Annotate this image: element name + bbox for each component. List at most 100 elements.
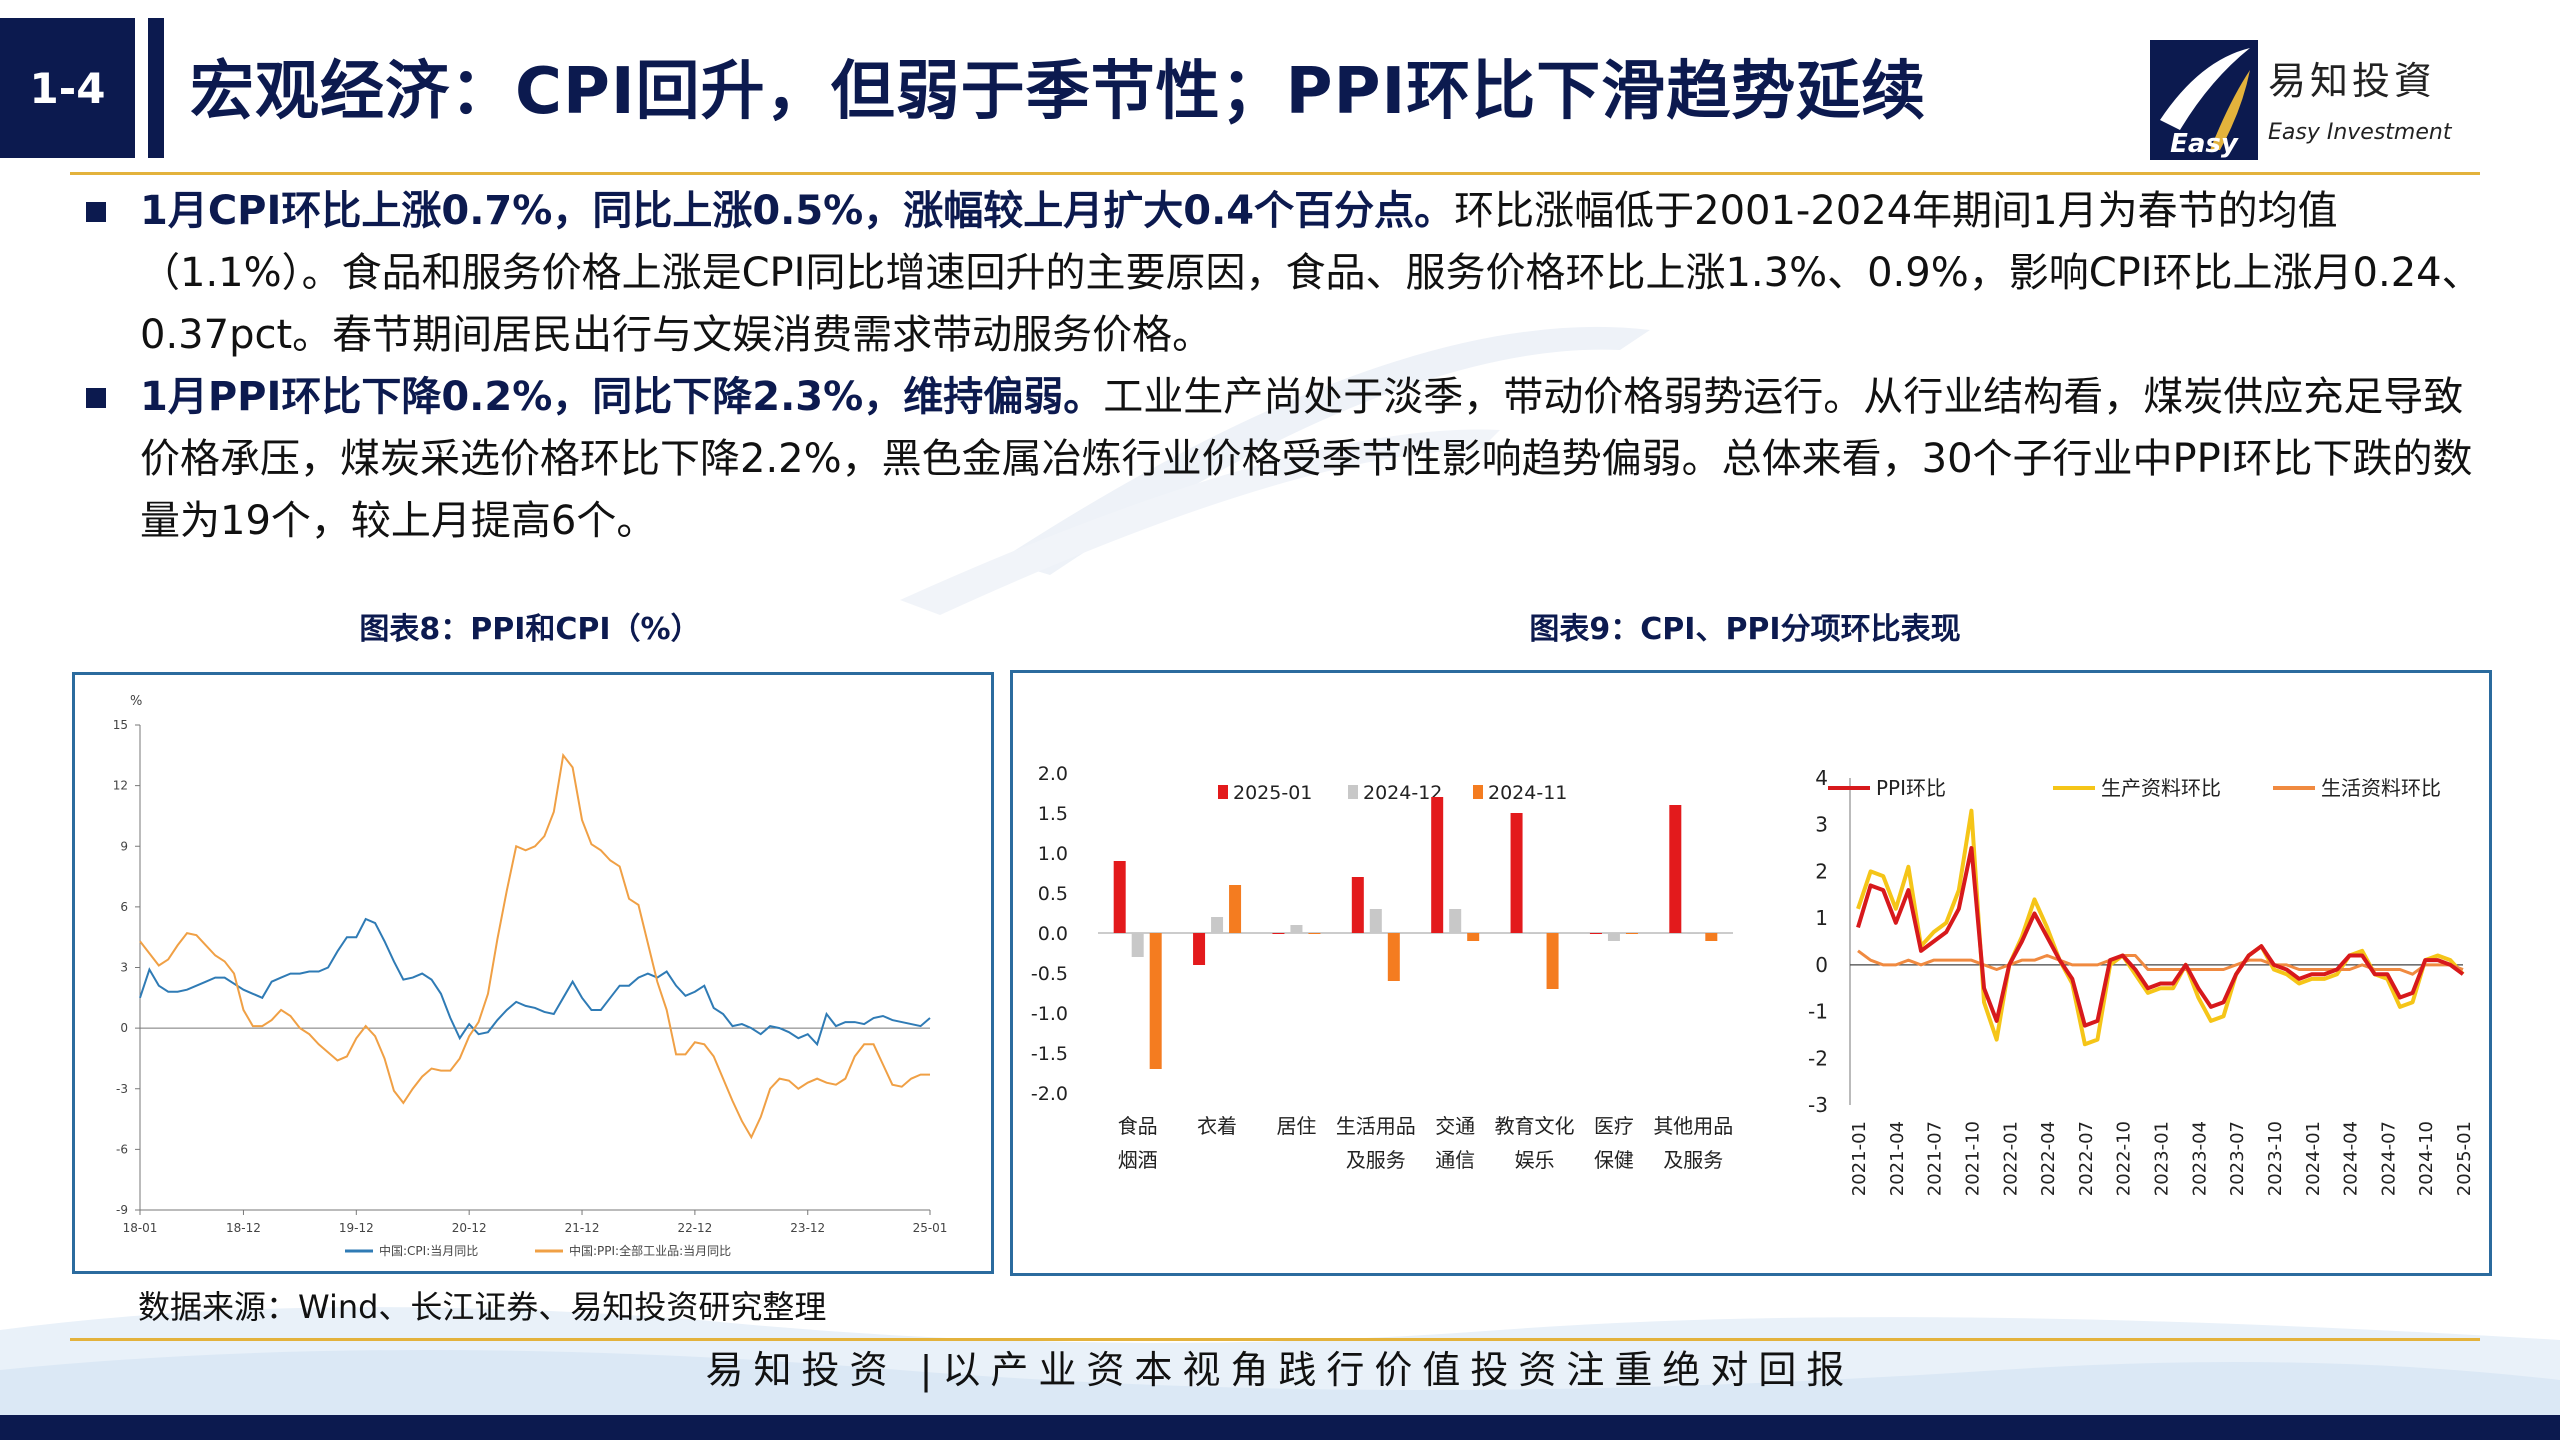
x-tick-label: 18-01 <box>123 1221 158 1235</box>
logo-mark: Easy <box>2150 40 2258 160</box>
y-tick-label: -3 <box>1808 1093 1828 1117</box>
bar-2024-12 <box>1687 933 1700 934</box>
x-tick-label: 2021-04 <box>1887 1121 1908 1196</box>
bar-2024-11 <box>1625 933 1638 934</box>
legend-label: 中国:PPI:全部工业品:当月同比 <box>569 1243 731 1258</box>
x-tick-label: 2022-07 <box>2076 1121 2097 1196</box>
x-category-label: 居住 <box>1276 1114 1316 1138</box>
legend-swatch <box>1218 785 1228 799</box>
y-tick-label: 2.0 <box>1038 763 1068 785</box>
bar-2024-11 <box>1149 933 1162 1069</box>
y-unit-label: % <box>130 694 142 709</box>
y-tick-label: -2.0 <box>1031 1083 1068 1105</box>
bar-2025-01 <box>1113 861 1126 933</box>
section-number-badge: 1-4 <box>0 18 135 158</box>
bar-2025-01 <box>1272 933 1285 934</box>
y-tick-label: 3 <box>1815 813 1828 837</box>
x-category-label: 食品 <box>1118 1114 1158 1138</box>
svg-text:Easy: Easy <box>2170 129 2239 159</box>
bullet-square-icon <box>86 388 106 408</box>
y-tick-label: -0.5 <box>1031 963 1068 985</box>
x-tick-label: 2021-01 <box>1849 1121 1870 1196</box>
bar-2024-12 <box>1528 933 1541 934</box>
bullet-ppi-highlight: 1月PPI环比下降0.2%，同比下降2.3%，维持偏弱。 <box>140 374 1104 420</box>
y-tick-label: 12 <box>113 779 128 793</box>
header-divider <box>70 172 2480 175</box>
y-tick-label: 3 <box>120 961 128 975</box>
x-tick-label: 2021-07 <box>1925 1121 1946 1196</box>
x-tick-label: 19-12 <box>339 1221 374 1235</box>
y-tick-label: -6 <box>116 1142 128 1156</box>
legend-label: 2025-01 <box>1233 782 1312 804</box>
y-tick-label: 6 <box>120 900 128 914</box>
x-category-label: 医疗 <box>1594 1114 1634 1138</box>
bar-2024-12 <box>1369 909 1382 933</box>
y-tick-label: 4 <box>1815 766 1828 790</box>
company-logo: Easy 易知投資 Easy Investment <box>2150 40 2480 160</box>
bar-2025-01 <box>1351 877 1364 933</box>
bullet-cpi: 1月CPI环比上涨0.7%，同比上涨0.5%，涨幅较上月扩大0.4个百分点。环比… <box>80 180 2490 366</box>
x-tick-label: 2024-04 <box>2341 1121 2362 1196</box>
bar-2025-01 <box>1431 797 1444 933</box>
y-tick-label: 0.5 <box>1038 883 1068 905</box>
bullet-ppi-text: 工业生产尚处于淡季，带动价格弱势运行。从行业结构看，煤炭供应充足导致价格承压，煤… <box>140 374 2473 544</box>
bar-2025-01 <box>1193 933 1206 965</box>
chart8-panel: % -9 -6 -3 0 3 6 9 12 15 18-01 18-12 19-12 20-12 21-12… <box>72 672 994 1274</box>
legend-label: 生活资料环比 <box>2321 776 2441 800</box>
logo-chinese-name: 易知投資 <box>2268 59 2437 103</box>
bar-2025-01 <box>1589 933 1602 934</box>
y-tick-label: -1 <box>1808 1000 1828 1024</box>
data-source: 数据来源：Wind、长江证券、易知投资研究整理 <box>138 1288 827 1326</box>
x-tick-label: 2022-10 <box>2114 1121 2135 1196</box>
bullet-cpi-text: 环比涨幅低于2001-2024年期间1月为春节的均值（1.1%）。食品和服务价格… <box>140 188 2482 358</box>
x-category-label: 烟酒 <box>1118 1148 1158 1172</box>
y-tick-label: -9 <box>116 1203 128 1217</box>
y-tick-label: -3 <box>116 1082 128 1096</box>
bar-2024-12 <box>1449 909 1462 933</box>
y-tick-label: 2 <box>1815 859 1828 883</box>
chart9-panel: 2.0 1.5 1.0 0.5 0.0 -0.5 -1.0 -1.5 -2.0 2025-01 20… <box>1010 670 2492 1276</box>
bar-2025-01 <box>1669 805 1682 933</box>
bar-2024-11 <box>1467 933 1480 941</box>
legend-label: 生产资料环比 <box>2101 776 2221 800</box>
section-number: 1-4 <box>29 63 106 113</box>
y-tick-label: 1.0 <box>1038 843 1068 865</box>
y-tick-label: 15 <box>113 718 128 732</box>
cpi-components-bar-chart: 2.0 1.5 1.0 0.5 0.0 -0.5 -1.0 -1.5 -2.0 2025-01 20… <box>1031 763 1733 1172</box>
legend-swatch <box>1348 785 1358 799</box>
y-tick-label: 1 <box>1815 906 1828 930</box>
x-tick-label: 21-12 <box>565 1221 600 1235</box>
series-line-生活资料环比 <box>1857 949 2464 976</box>
x-tick-label: 2022-04 <box>2038 1121 2059 1196</box>
x-tick-label: 2024-07 <box>2378 1121 2399 1196</box>
x-tick-label: 2023-10 <box>2265 1121 2286 1196</box>
x-category-label: 保健 <box>1594 1148 1634 1172</box>
logo-swoosh-icon: Easy <box>2160 48 2250 159</box>
y-tick-label: -2 <box>1808 1046 1828 1070</box>
logo-english-name: Easy Investment <box>2268 120 2452 145</box>
bar-2025-01 <box>1510 813 1523 933</box>
series-line-cpi <box>139 917 931 1047</box>
y-tick-label: 0.0 <box>1038 923 1068 945</box>
x-tick-label: 2021-10 <box>1962 1121 1983 1196</box>
x-category-label: 生活用品 <box>1336 1114 1416 1138</box>
bar-2024-11 <box>1387 933 1400 981</box>
x-category-label: 其他用品 <box>1653 1114 1733 1138</box>
x-tick-label: 2023-04 <box>2189 1121 2210 1196</box>
x-tick-label: 20-12 <box>452 1221 487 1235</box>
bullet-ppi: 1月PPI环比下降0.2%，同比下降2.3%，维持偏弱。工业生产尚处于淡季，带动… <box>80 366 2490 552</box>
legend-swatch <box>1473 785 1483 799</box>
chart8-caption: 图表8：PPI和CPI（%） <box>359 612 701 647</box>
x-category-label: 教育文化 <box>1495 1114 1575 1138</box>
cpi-ppi-line-chart: % -9 -6 -3 0 3 6 9 12 15 18-01 18-12 19-12 20-12 21-12… <box>113 694 948 1258</box>
bar-2024-11 <box>1229 885 1242 933</box>
bar-2024-12 <box>1290 925 1303 933</box>
footer-divider <box>70 1338 2480 1341</box>
legend-label: 2024-11 <box>1488 782 1567 804</box>
x-tick-label: 2025-01 <box>2454 1121 2475 1196</box>
y-tick-label: 0 <box>1815 953 1828 977</box>
bar-2024-12 <box>1607 933 1620 941</box>
x-tick-label: 2024-10 <box>2416 1121 2437 1196</box>
legend-label: 2024-12 <box>1363 782 1442 804</box>
